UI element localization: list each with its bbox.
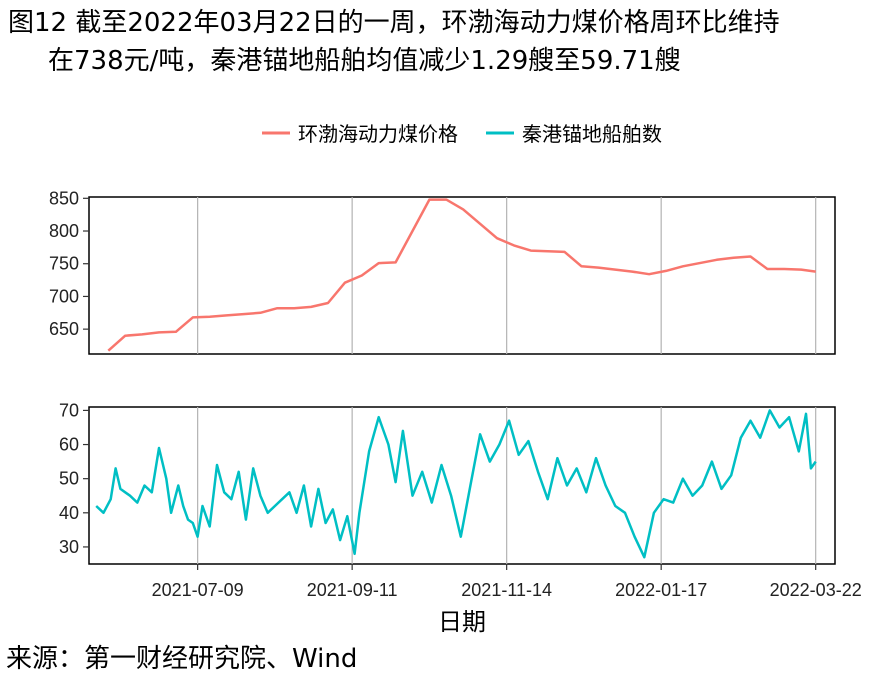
x-tick-label-1: 2021-09-11: [307, 580, 398, 600]
panel-top: 650 700 750 800 850: [49, 188, 836, 355]
legend-label-price: 环渤海动力煤价格: [298, 123, 458, 146]
bottom-y-tick-label-2: 50: [59, 469, 79, 489]
bottom-y-tick-label-3: 60: [59, 435, 79, 455]
x-tick-label-2: 2021-11-14: [461, 580, 552, 600]
bottom-y-tick-label-1: 40: [59, 503, 79, 523]
x-axis-label: 日期: [438, 609, 486, 636]
title-line-1: 图12 截至2022年03月22日的一周，环渤海动力煤价格周环比维持: [8, 8, 780, 38]
panel-bottom-frame: [88, 406, 836, 565]
title-line-2: 在738元/吨，秦港锚地船舶均值减少1.29艘至59.71艘: [48, 46, 681, 76]
x-tick-label-0: 2021-07-09: [152, 580, 244, 600]
top-y-tick-label-1: 700: [49, 286, 79, 306]
top-y-tick-label-3: 800: [49, 221, 79, 241]
panel-top-gridlines: [197, 197, 817, 354]
bottom-y-tick-label-4: 70: [59, 400, 79, 420]
chart-title: 图12 截至2022年03月22日的一周，环渤海动力煤价格周环比维持 在738元…: [8, 4, 878, 80]
top-y-tick-label-2: 750: [49, 254, 79, 274]
x-tick-label-4: 2022-03-22: [770, 580, 862, 600]
panel-top-y-axis: 650 700 750 800 850: [49, 188, 89, 339]
panel-bottom-y-axis: 30 40 50 60 70: [59, 400, 89, 557]
source-note: 来源：第一财经研究院、Wind: [6, 644, 358, 674]
top-y-tick-label-0: 650: [49, 319, 79, 339]
series-line-ships: [95, 409, 817, 559]
legend-label-ships: 秦港锚地船舶数: [522, 123, 662, 146]
x-axis: 2021-07-09 2021-09-11 2021-11-14 2022-01-17…: [152, 564, 862, 600]
top-y-tick-label-4: 850: [49, 188, 79, 208]
panel-bottom: 30 40 50 60 70: [59, 400, 836, 565]
legend: 环渤海动力煤价格 秦港锚地船舶数: [262, 123, 662, 146]
series-line-price: [107, 198, 816, 352]
x-tick-label-3: 2022-01-17: [615, 580, 707, 600]
bottom-y-tick-label-0: 30: [59, 537, 79, 557]
panel-top-frame: [88, 196, 836, 355]
